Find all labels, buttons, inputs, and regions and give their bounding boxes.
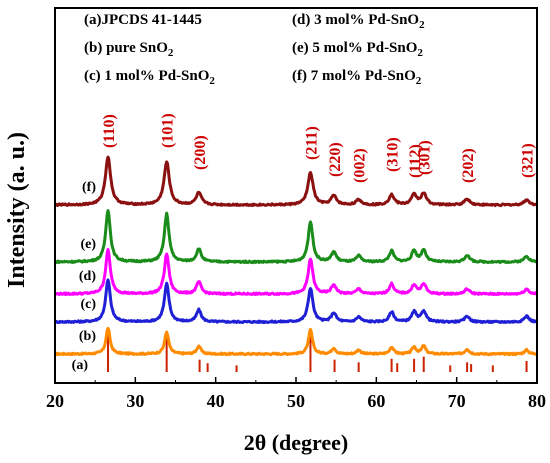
y-axis-label: Intensity (a. u.): [4, 132, 30, 288]
x-axis-label: 2θ (degree): [244, 430, 349, 455]
series-label-d: (d): [79, 269, 96, 284]
legend-subscript: 2: [416, 75, 422, 87]
series-label-b: (b): [79, 329, 96, 344]
legend-subscript: 2: [168, 47, 174, 59]
series-label-e: (e): [80, 237, 96, 252]
legend-entry: (d) 3 mol% Pd-SnO2: [292, 12, 425, 31]
x-tick-label: 80: [528, 391, 546, 411]
series-label-f: (f): [82, 180, 96, 195]
hkl-label: (220): [327, 142, 344, 177]
hkl-label: (110): [101, 114, 118, 148]
legend-entry: (c) 1 mol% Pd-SnO2: [84, 68, 215, 87]
hkl-label: (112): [407, 144, 424, 178]
hkl-label: (321): [520, 143, 537, 178]
hkl-label: (211): [304, 126, 321, 160]
series-line-d: [54, 248, 538, 296]
series-line-c: [53, 278, 539, 324]
series-line-e: [54, 209, 538, 265]
legend-text: (d) 3 mol% Pd-SnO: [292, 12, 419, 28]
legend-entry: (b) pure SnO2: [84, 40, 174, 59]
x-tick-label: 30: [126, 391, 144, 411]
hkl-label: (101): [160, 113, 177, 148]
hkl-label: (200): [192, 135, 209, 170]
legend-text: (b) pure SnO: [84, 40, 168, 56]
legend-text: (a)JPCDS 41-1445: [84, 12, 202, 28]
hkl-label: (301): [417, 140, 434, 175]
hkl-label: (202): [460, 148, 477, 183]
plot-frame: [54, 7, 538, 384]
hkl-label: (002): [352, 148, 369, 183]
legend-text: (c) 1 mol% Pd-SnO: [84, 68, 209, 84]
series-label-a: (a): [72, 358, 89, 373]
x-tick-label: 50: [287, 391, 305, 411]
legend-subscript: 2: [417, 47, 423, 59]
series-label-c: (c): [80, 297, 96, 312]
legend-subscript: 2: [209, 75, 215, 87]
legend-entry: (a)JPCDS 41-1445: [84, 12, 202, 28]
series-line-f: [54, 155, 539, 208]
x-tick-label: 60: [367, 391, 385, 411]
legend-entry: (f) 7 mol% Pd-SnO2: [292, 68, 422, 87]
x-tick-label: 40: [207, 391, 225, 411]
legend-entry: (e) 5 mol% Pd-SnO2: [292, 40, 423, 59]
legend-subscript: 2: [419, 19, 425, 31]
hkl-label: (310): [385, 137, 402, 172]
x-tick-label: 70: [448, 391, 466, 411]
series-line-b: [54, 326, 538, 357]
x-tick-label: 20: [46, 391, 64, 411]
legend-text: (e) 5 mol% Pd-SnO: [292, 40, 417, 56]
legend-text: (f) 7 mol% Pd-SnO: [292, 68, 416, 84]
